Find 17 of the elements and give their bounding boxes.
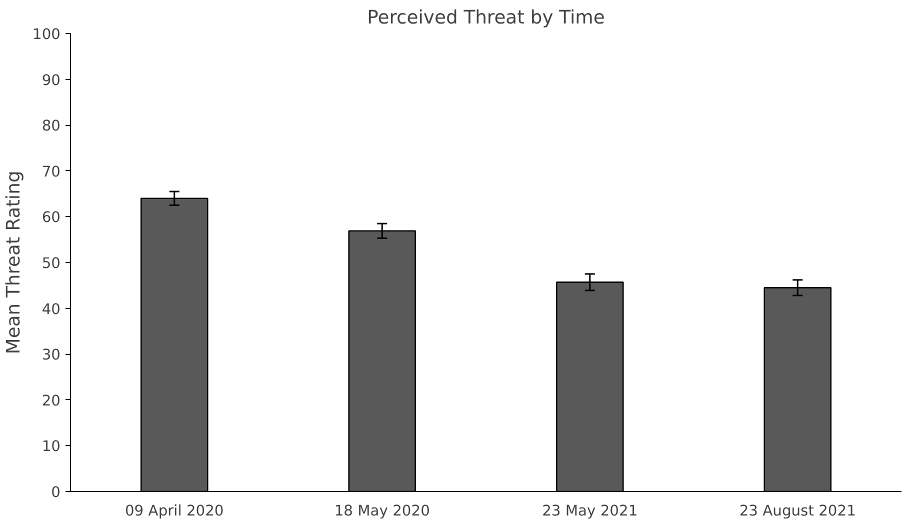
y-tick-label: 20 <box>42 392 61 410</box>
x-tick-label: 23 August 2021 <box>739 502 856 520</box>
y-tick-label: 30 <box>42 346 61 364</box>
y-tick-label: 70 <box>42 163 61 180</box>
y-tick-label: 50 <box>42 255 61 272</box>
y-tick-label: 60 <box>42 209 61 226</box>
x-tick-label: 18 May 2020 <box>334 502 430 520</box>
y-tick-label: 100 <box>32 26 61 43</box>
y-axis-title: Mean Threat Rating <box>4 170 25 354</box>
y-tick-label: 40 <box>42 300 61 318</box>
y-tick-label: 80 <box>42 118 61 135</box>
y-tick-label: 90 <box>42 72 61 89</box>
x-tick-label: 09 April 2020 <box>124 502 224 520</box>
chart-title: Perceived Threat by Time <box>367 8 605 28</box>
x-tick-label: 23 May 2021 <box>542 502 638 520</box>
y-tick-label: 10 <box>42 438 61 456</box>
y-tick-label: 0 <box>51 484 61 501</box>
